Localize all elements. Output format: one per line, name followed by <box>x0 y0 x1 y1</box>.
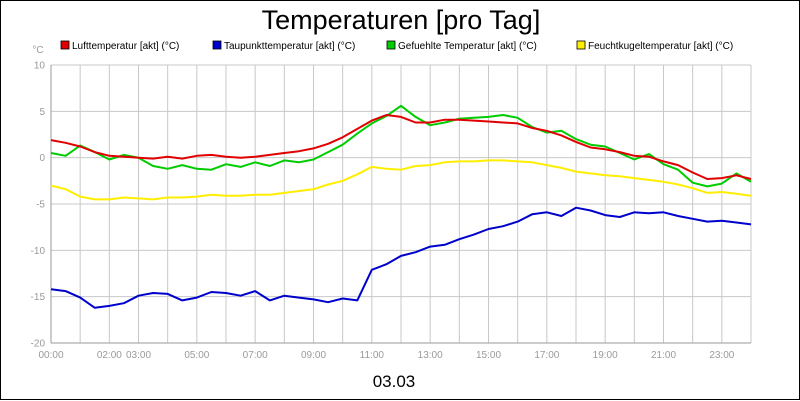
legend-swatch <box>60 40 70 50</box>
chart-title: Temperaturen [pro Tag] <box>262 5 541 35</box>
x-tick-label: 07:00 <box>243 350 268 361</box>
legend-swatch <box>386 40 396 50</box>
y-tick-label: -15 <box>31 292 46 303</box>
x-tick-label: 11:00 <box>360 350 385 361</box>
series-line <box>50 114 752 180</box>
legend-label: Lufttemperatur [akt] (°C) <box>72 41 179 52</box>
x-tick-label: 17:00 <box>534 350 559 361</box>
series-line <box>50 206 752 309</box>
legend-label: Taupunkttemperatur [akt] (°C) <box>224 41 355 52</box>
y-tick-label: -20 <box>31 339 46 350</box>
x-tick-label: 15:00 <box>476 350 501 361</box>
x-tick-label: 09:00 <box>301 350 326 361</box>
x-tick-label: 21:00 <box>651 350 676 361</box>
legend-swatch <box>576 40 586 50</box>
series-line <box>50 104 752 188</box>
legend-label: Feuchtkugeltemperatur [akt] (°C) <box>588 41 733 52</box>
series-line <box>50 159 752 201</box>
y-tick-label: 0 <box>39 153 45 164</box>
x-tick-label: 13:00 <box>418 350 443 361</box>
x-tick-label: 03:00 <box>126 350 151 361</box>
legend-swatch <box>212 40 222 50</box>
x-tick-label: 05:00 <box>184 350 209 361</box>
legend: Lufttemperatur [akt] (°C) Taupunkttempera… <box>60 40 733 52</box>
y-unit-label: °C <box>32 45 43 56</box>
y-tick-label: 10 <box>34 61 46 72</box>
legend-label: Gefuehlte Temperatur [akt] (°C) <box>398 41 537 52</box>
x-tick-label: 23:00 <box>709 350 734 361</box>
y-tick-label: -5 <box>36 200 45 211</box>
x-tick-label: 02:00 <box>97 350 122 361</box>
y-tick-label: -10 <box>31 246 46 257</box>
x-tick-label: 19:00 <box>593 350 618 361</box>
x-tick-label: 00:00 <box>38 350 63 361</box>
y-tick-label: 5 <box>39 107 45 118</box>
date-label: 03.03 <box>373 372 416 391</box>
